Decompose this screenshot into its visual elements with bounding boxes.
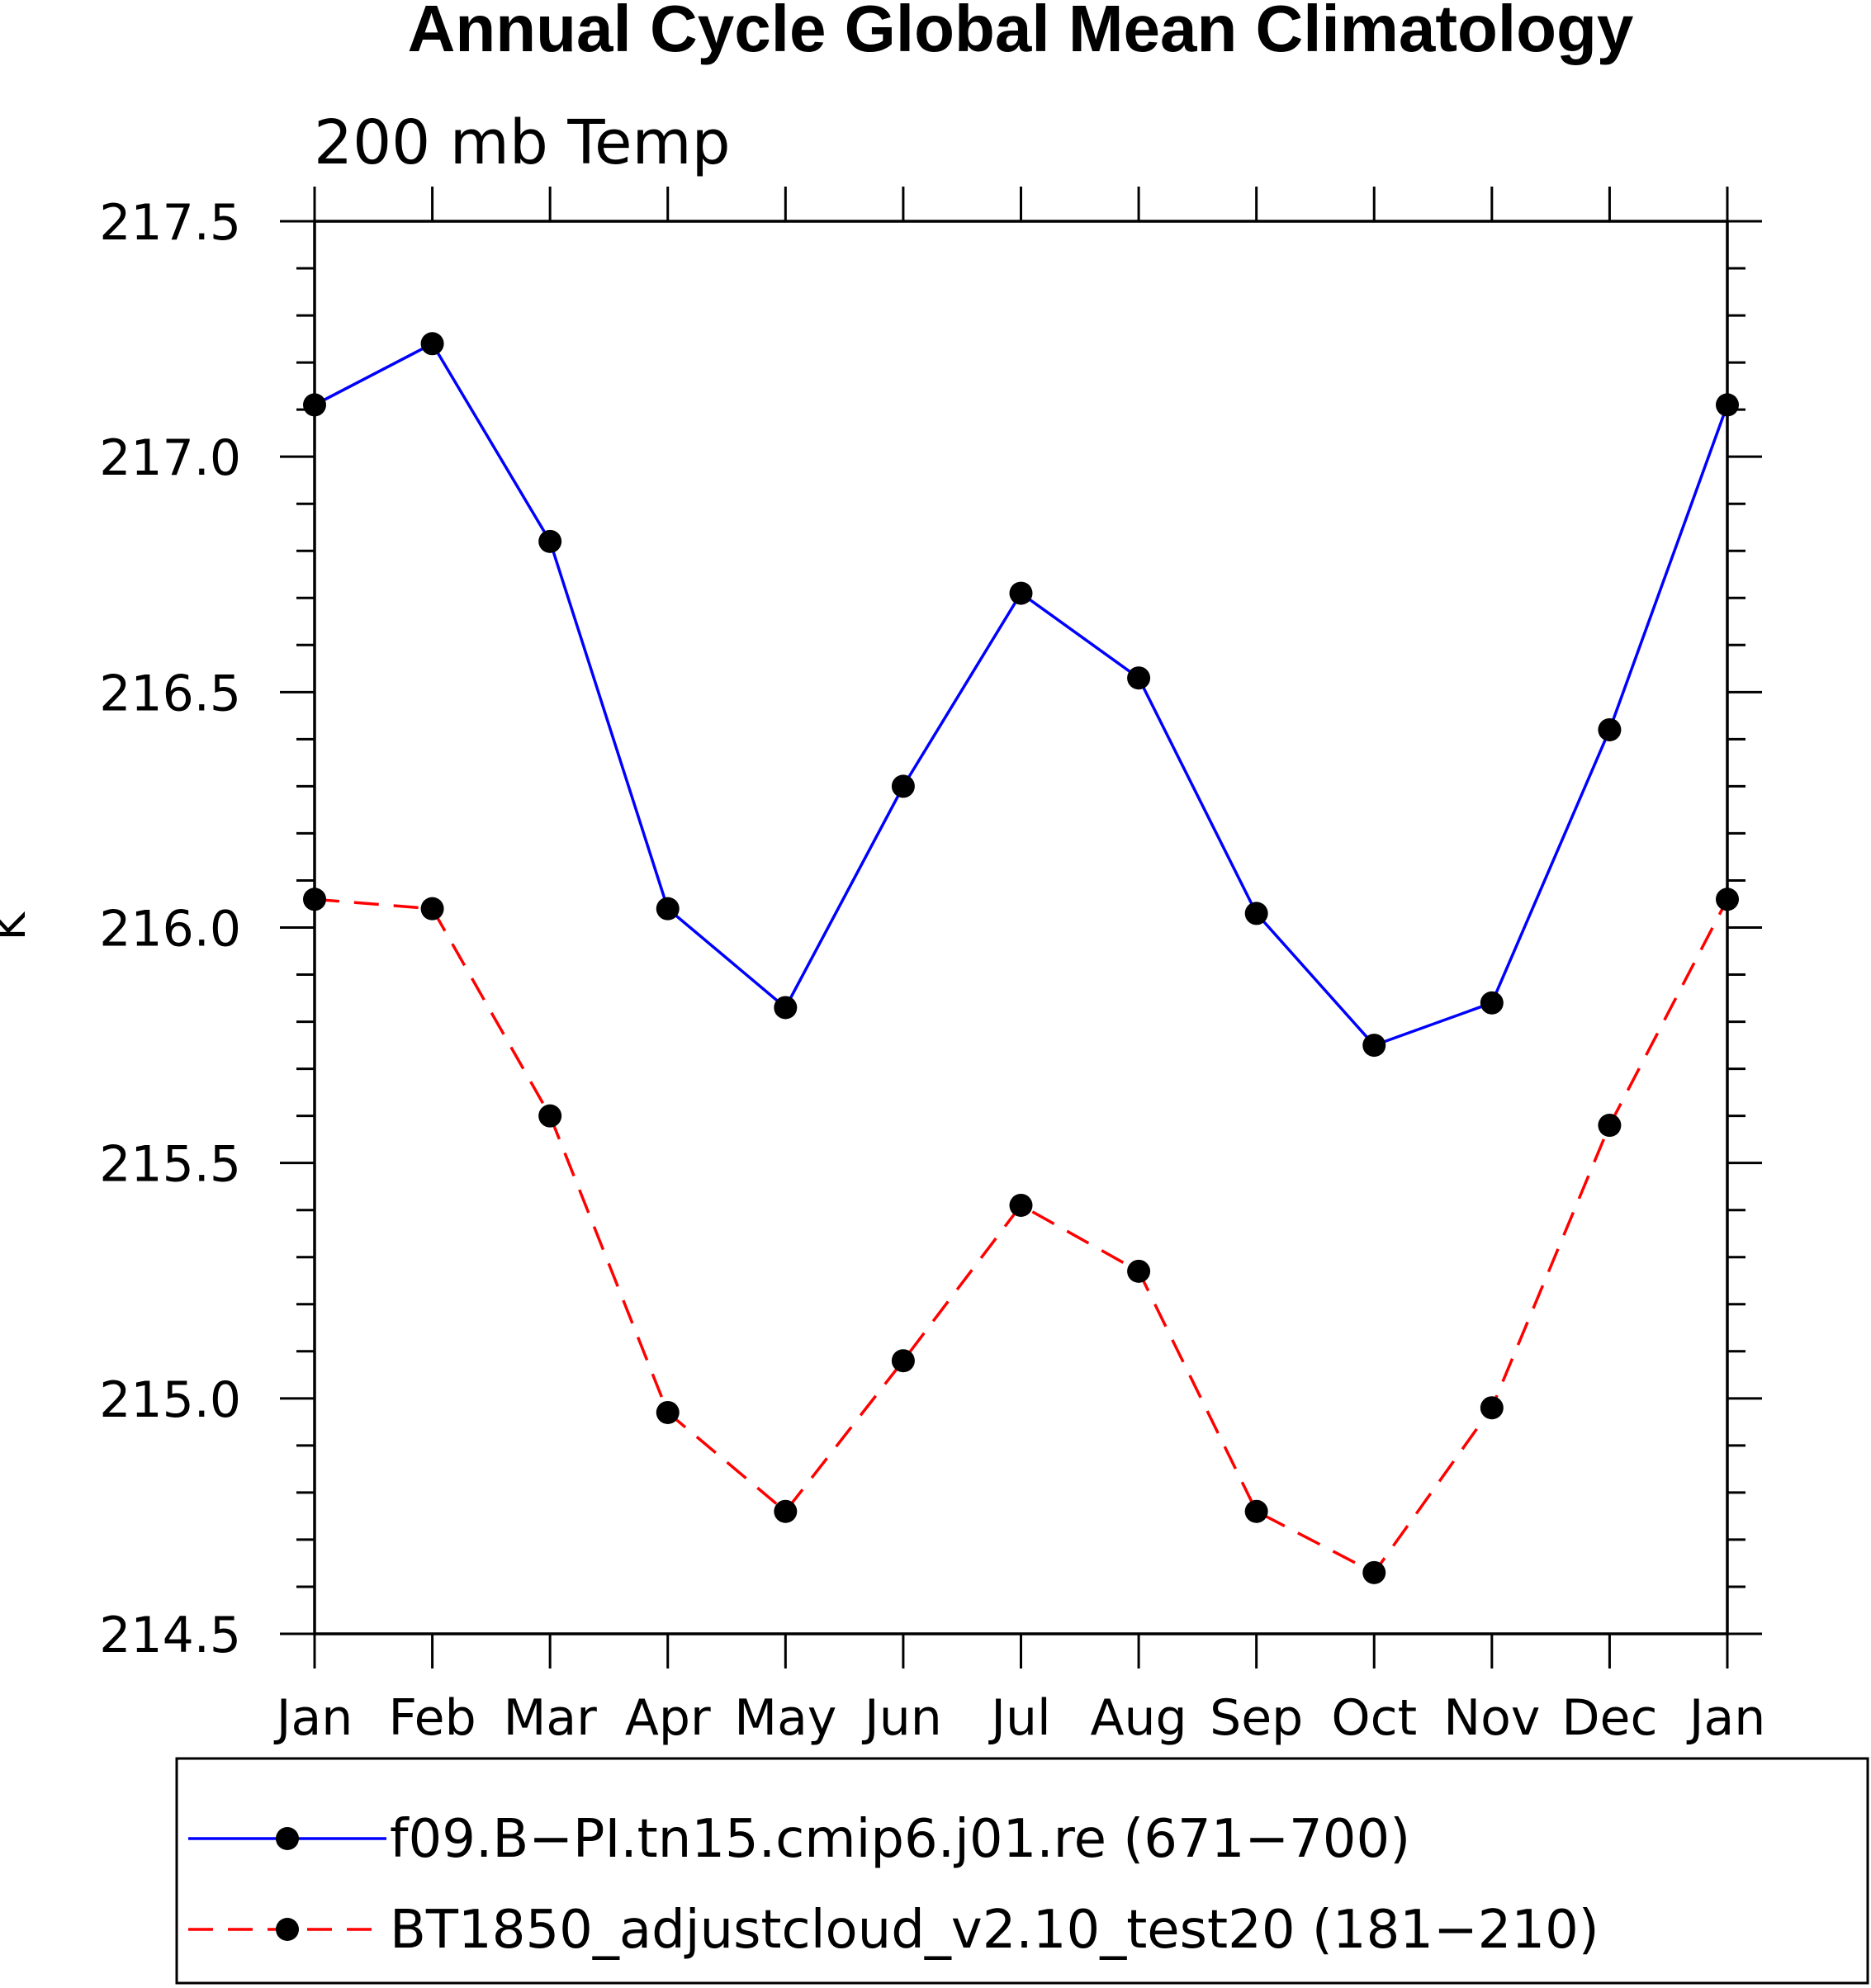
series-line-2 bbox=[314, 897, 1729, 1575]
y-tick-label: 217.0 bbox=[99, 429, 241, 487]
data-point-series-1 bbox=[1127, 666, 1151, 690]
legend-marker-1 bbox=[276, 1827, 299, 1850]
data-point-series-2 bbox=[420, 897, 444, 921]
data-point-series-2 bbox=[1362, 1560, 1386, 1584]
legend-items: f09.B−PI.tn15.cmip6.j01.re (671−700) BT18… bbox=[188, 1809, 1599, 1961]
data-point-series-1 bbox=[1009, 581, 1033, 605]
data-point-series-1 bbox=[1362, 1034, 1386, 1058]
data-point-series-2 bbox=[774, 1499, 798, 1523]
x-tick-label: Nov bbox=[1443, 1689, 1540, 1747]
data-point-series-1 bbox=[420, 332, 444, 356]
legend-label-2: BT1850_adjustcloud_v2.10_test20 (181−210… bbox=[390, 1900, 1599, 1961]
x-tick-label: Jan bbox=[273, 1689, 353, 1747]
data-point-series-2 bbox=[1598, 1114, 1622, 1138]
y-ticks: 214.5 215.0 215.5 216.0 216.5 217.0 217.5 bbox=[99, 194, 1762, 1664]
data-point-series-1 bbox=[1480, 991, 1504, 1015]
data-point-series-1 bbox=[774, 996, 798, 1020]
legend-label-1: f09.B−PI.tn15.cmip6.j01.re (671−700) bbox=[390, 1809, 1410, 1870]
legend-marker-2 bbox=[276, 1918, 299, 1941]
data-point-series-1 bbox=[1598, 717, 1622, 741]
y-tick-label: 216.5 bbox=[99, 665, 241, 722]
data-point-series-2 bbox=[1244, 1499, 1268, 1523]
x-tick-label: Mar bbox=[504, 1689, 598, 1747]
data-point-series-1 bbox=[1244, 902, 1268, 925]
x-tick-label: May bbox=[734, 1689, 836, 1747]
y-tick-label: 214.5 bbox=[99, 1607, 241, 1664]
data-point-series-1 bbox=[538, 529, 562, 553]
y-tick-label: 215.5 bbox=[99, 1136, 241, 1194]
plot-frame bbox=[313, 220, 1729, 1635]
y-tick-label: 215.0 bbox=[99, 1371, 241, 1429]
x-tick-label: Oct bbox=[1331, 1689, 1417, 1747]
x-tick-label: Dec bbox=[1561, 1689, 1657, 1747]
x-tick-label: Sep bbox=[1210, 1689, 1303, 1747]
x-tick-label: Feb bbox=[388, 1689, 476, 1747]
legend: f09.B−PI.tn15.cmip6.j01.re (671−700) BT18… bbox=[175, 1757, 1869, 1985]
x-tick-label: Jan bbox=[1686, 1689, 1766, 1747]
data-point-series-1 bbox=[656, 897, 680, 921]
legend-box bbox=[175, 1757, 1869, 1985]
y-tick-label: 217.5 bbox=[99, 194, 241, 252]
series-layer bbox=[303, 332, 1739, 1584]
data-point-series-2 bbox=[1009, 1193, 1033, 1217]
x-tick-label: Aug bbox=[1090, 1689, 1187, 1747]
data-point-series-2 bbox=[1127, 1259, 1151, 1283]
x-tick-label: Apr bbox=[625, 1689, 711, 1747]
data-point-series-2 bbox=[538, 1104, 562, 1128]
data-point-series-2 bbox=[891, 1349, 915, 1373]
data-point-series-1 bbox=[891, 774, 915, 798]
y-axis-label: K bbox=[0, 911, 36, 940]
y-tick-label: 216.0 bbox=[99, 901, 241, 958]
data-point-series-2 bbox=[656, 1400, 680, 1424]
chart-title: Annual Cycle Global Mean Climatology bbox=[408, 0, 1634, 65]
x-ticks: Jan Feb Mar Apr May Jun Jul Aug Sep Oct Nov Dec Jan bbox=[273, 187, 1766, 1747]
chart-subtitle: 200 mb Temp bbox=[314, 107, 731, 178]
x-tick-label: Jul bbox=[988, 1689, 1050, 1747]
data-point-series-2 bbox=[1480, 1396, 1504, 1420]
series-line-1 bbox=[314, 341, 1729, 1048]
x-tick-label: Jun bbox=[861, 1689, 942, 1747]
